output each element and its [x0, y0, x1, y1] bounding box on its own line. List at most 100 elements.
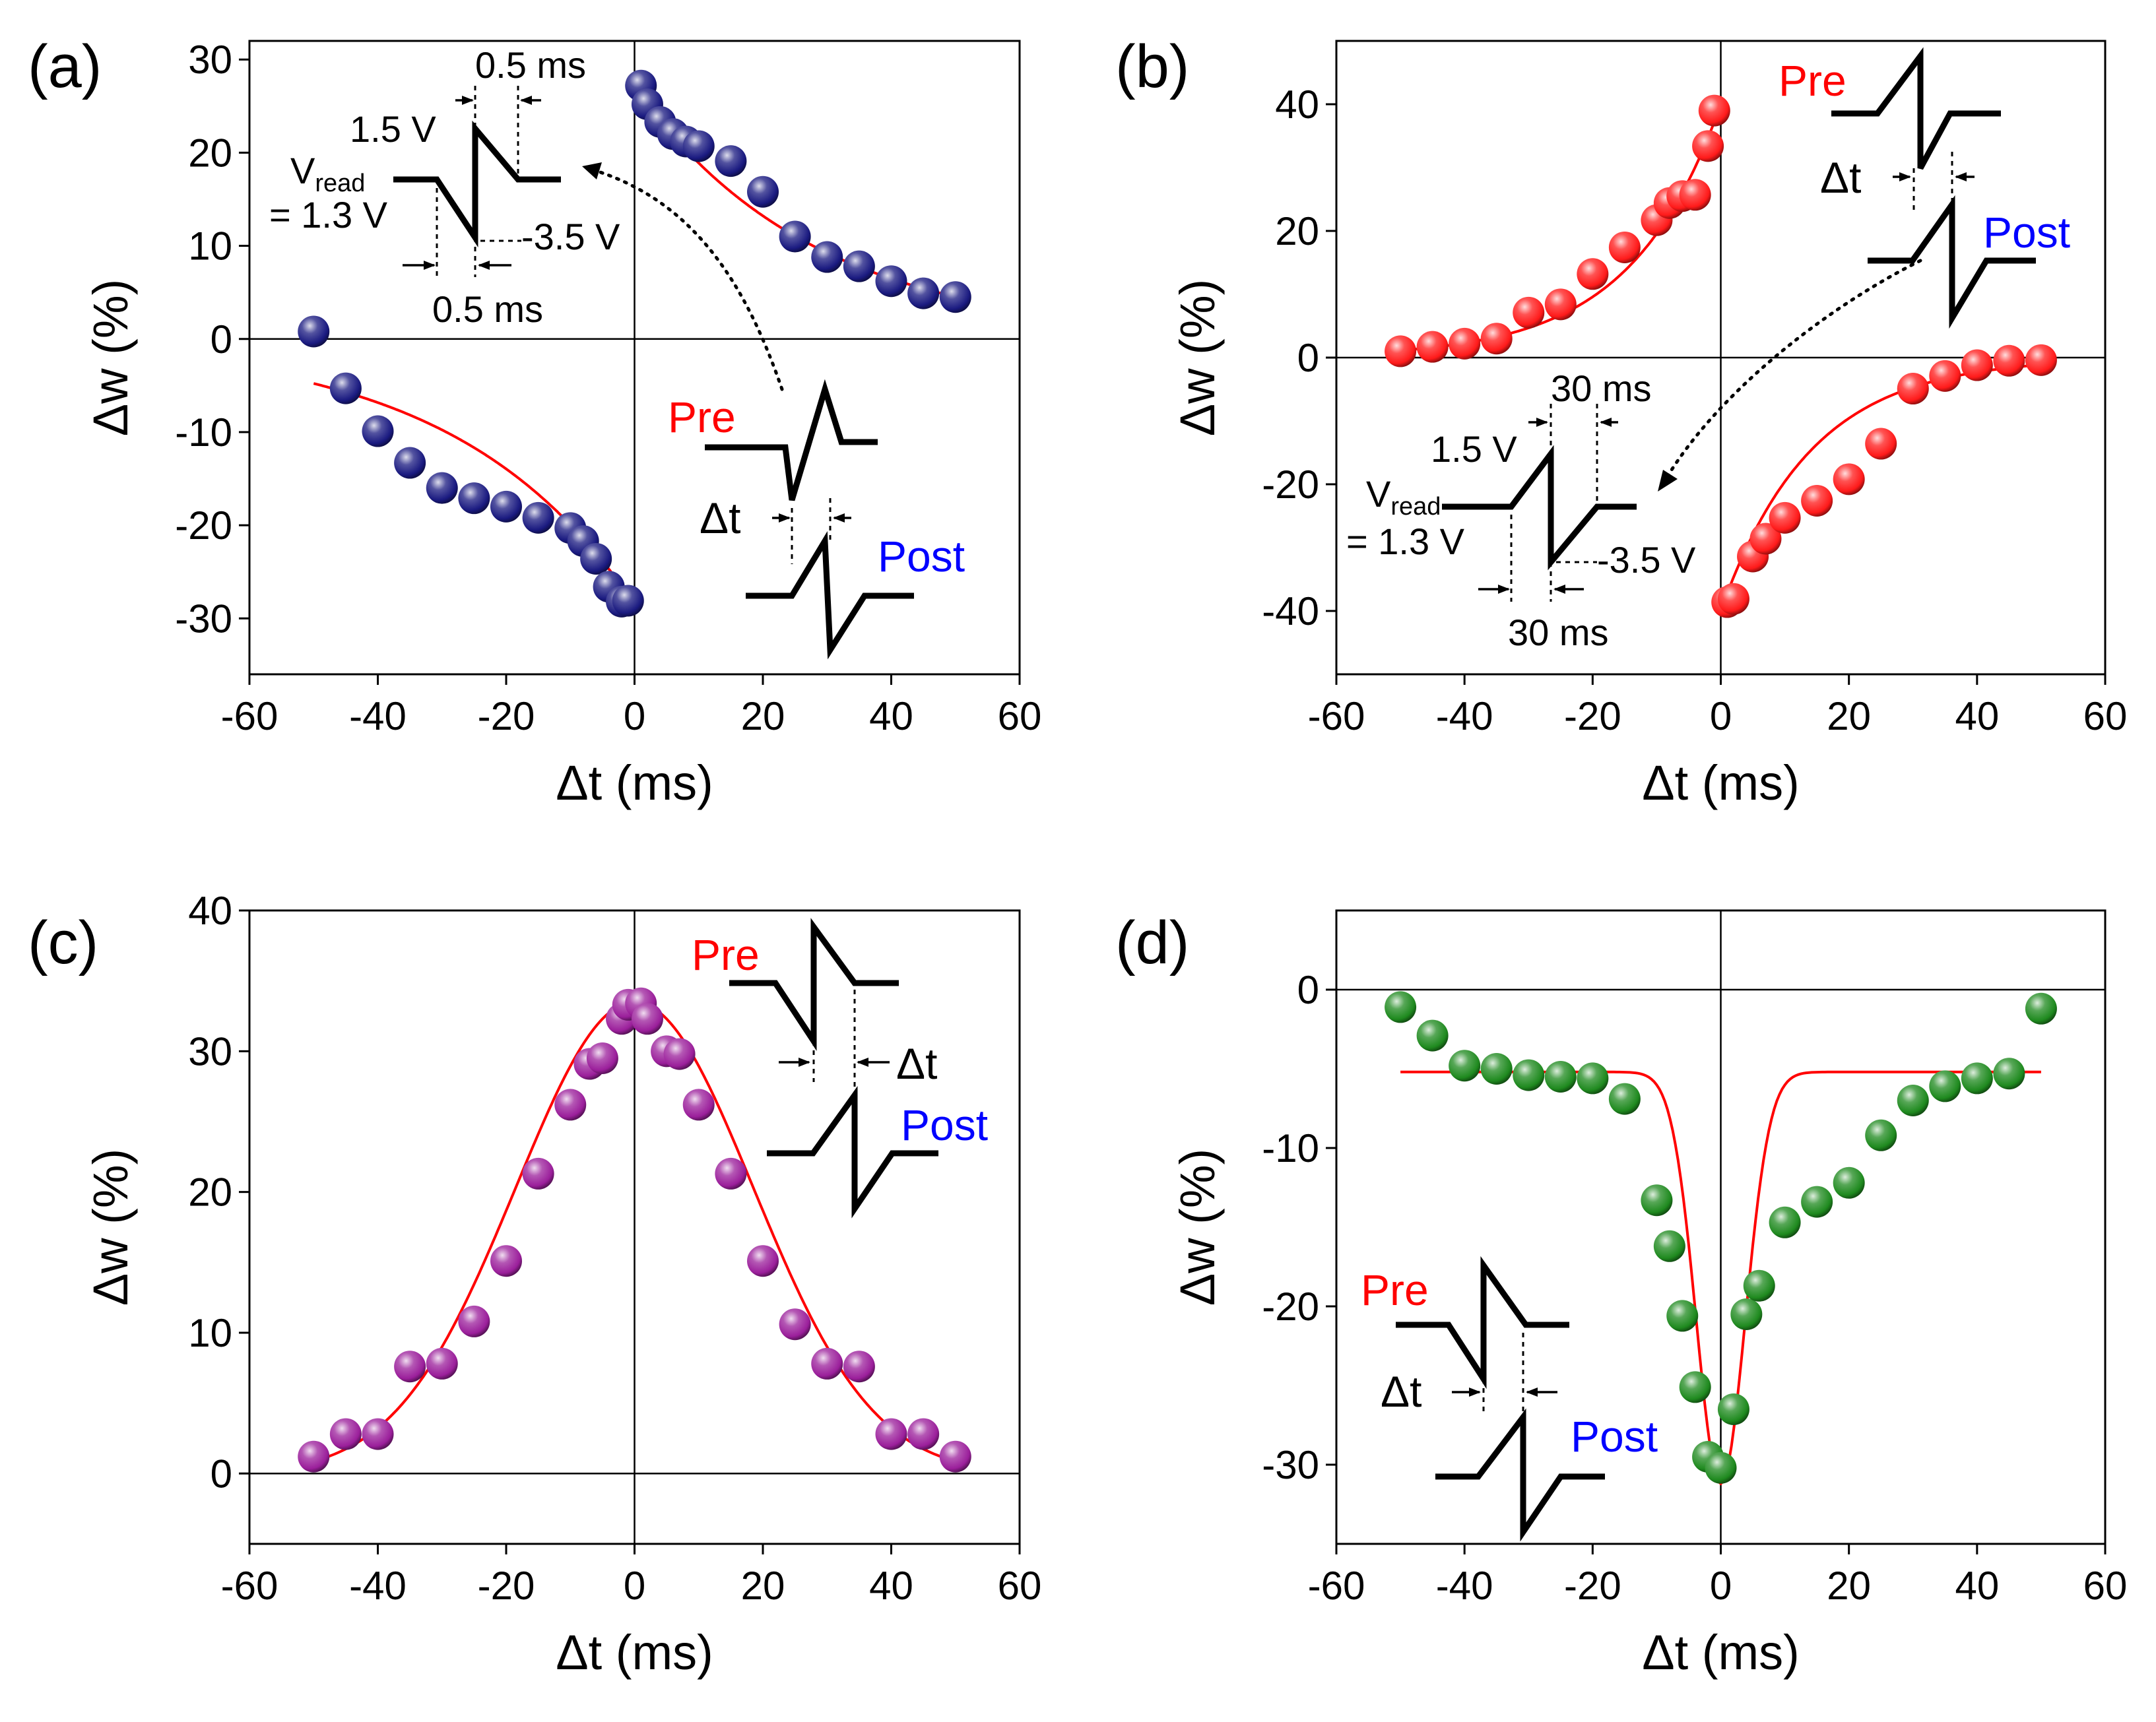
y-tick-label: 20	[188, 1170, 232, 1215]
post-label: Post	[1983, 208, 2070, 257]
x-tick-label: -60	[1308, 1564, 1365, 1608]
curved-dotted-arrow	[1664, 259, 1922, 480]
data-point	[586, 1042, 618, 1074]
arrowhead	[857, 1058, 868, 1067]
data-point	[329, 1418, 362, 1450]
data-point	[298, 315, 330, 348]
post-label: Post	[901, 1100, 988, 1149]
panel-d: (d) -60 -40 -20 0 20 40 60 -30 -20 -10 0 Δt (ms) Δw …	[1115, 909, 2127, 1680]
x-tick-label: -40	[349, 1564, 407, 1608]
y-tick-label: 0	[211, 317, 232, 362]
y-tick-label: 40	[1275, 82, 1319, 127]
data-point	[1513, 296, 1545, 329]
data-point	[1961, 349, 1993, 381]
data-point	[843, 250, 875, 282]
y-tick-label: -20	[1262, 462, 1319, 507]
data-point	[715, 1157, 747, 1190]
data-point	[779, 1308, 811, 1341]
y-tick-label: 0	[211, 1451, 232, 1496]
data-point	[1641, 1184, 1673, 1217]
arrowhead	[833, 513, 845, 523]
plot-area: -60 -40 -20 0 20 40 60 -30 -20 -10 0 10 20 30 Δt (ms) Δ…	[83, 38, 1041, 810]
arrowhead	[462, 96, 474, 105]
y-tick-label: 20	[188, 131, 232, 175]
spike-waveform	[393, 120, 561, 248]
post-label: Post	[1571, 1412, 1658, 1461]
x-tick-label: 0	[1710, 694, 1732, 738]
data-point	[1416, 331, 1449, 363]
y-tick-label: 10	[188, 224, 232, 269]
x-axis-label: Δt (ms)	[556, 755, 713, 810]
data-point	[1833, 1166, 1865, 1199]
x-tick-label: 60	[998, 694, 1042, 738]
data-point	[1449, 1050, 1481, 1082]
y-tick-label: 0	[1297, 336, 1319, 380]
data-point	[1929, 1070, 1961, 1102]
spike-waveform-annotation: 0.5 ms 1.5 V Vread = 1.3 V -3.5 V 0.5 ms	[269, 44, 784, 391]
arrowhead	[520, 96, 532, 105]
panel-label: (d)	[1115, 909, 1189, 976]
arrowhead	[779, 513, 791, 523]
y-axis-label: Δw (%)	[83, 279, 138, 437]
spike-waveform	[1442, 445, 1637, 571]
plot-area: -60 -40 -20 0 20 40 60 -30 -20 -10 0 Δt (ms) Δw (%)	[1170, 909, 2127, 1680]
panel-b: (b) -60 -40 -20 0 20 40 60 -40 -20 0 20 40 Δt (ms) Δw…	[1115, 33, 2127, 810]
y-tick-label: 30	[188, 1029, 232, 1073]
x-tick-label: -20	[478, 694, 535, 738]
data-point	[779, 220, 811, 253]
y-tick-label: -10	[1262, 1126, 1319, 1170]
data-point	[811, 241, 843, 273]
y-tick-label: 20	[1275, 209, 1319, 253]
data-point	[1608, 231, 1641, 263]
panel-label: (a)	[28, 33, 102, 100]
x-tick-label: 20	[1827, 1564, 1871, 1608]
data-point	[1608, 1083, 1641, 1115]
arrowhead	[799, 1058, 810, 1067]
pre-label: Pre	[1779, 56, 1846, 105]
data-point	[1480, 1053, 1513, 1085]
data-point	[522, 1157, 554, 1190]
data-point	[1679, 179, 1711, 211]
arrowhead	[1658, 470, 1678, 492]
pre-waveform	[1831, 47, 2001, 170]
pulse-width-top: 0.5 ms	[475, 44, 586, 86]
x-tick-label: 60	[998, 1564, 1042, 1608]
x-axis-label: Δt (ms)	[1642, 1625, 1799, 1680]
panel-label: (b)	[1115, 33, 1189, 100]
arrowhead	[1526, 1387, 1538, 1397]
data-point	[939, 1440, 971, 1473]
panel-a: (a) -60 -40 -20 0 20 40 60 -30 -20 -10 0 10 20 30 Δt (…	[28, 33, 1041, 810]
v-read-symbol: V	[1366, 473, 1391, 515]
y-tick-label: -40	[1262, 589, 1319, 633]
data-point	[1769, 1206, 1801, 1238]
data-point	[1769, 501, 1801, 534]
data-point	[490, 1245, 522, 1277]
y-tick-label: -20	[175, 503, 232, 548]
data-point	[747, 1245, 779, 1277]
x-tick-label: -20	[1564, 694, 1621, 738]
data-point	[1865, 428, 1897, 460]
data-point	[875, 265, 907, 298]
data-point	[1653, 1230, 1685, 1262]
data-point	[1833, 463, 1865, 495]
data-point	[612, 585, 644, 617]
v-read-label: Vread	[1366, 473, 1441, 521]
y-axis-label: Δw (%)	[1170, 1149, 1225, 1306]
y-tick-label: 0	[1297, 968, 1319, 1012]
arrowhead	[1536, 418, 1548, 427]
data-point	[1897, 373, 1929, 405]
pulse-width-bottom: 30 ms	[1508, 612, 1609, 653]
data-point	[1993, 1058, 2025, 1090]
data-point	[1743, 1269, 1775, 1302]
arrowhead	[582, 162, 602, 179]
data-point	[1993, 344, 2025, 377]
post-label: Post	[878, 532, 965, 581]
x-tick-label: 0	[624, 694, 645, 738]
panel-label: (c)	[28, 909, 98, 976]
plot-area: -60 -40 -20 0 20 40 60 -40 -20 0 20 40 Δt (ms) Δw (%)	[1170, 40, 2127, 810]
v-read-label: Vread	[290, 150, 365, 197]
post-waveform	[1868, 195, 2036, 329]
arrowhead	[1899, 172, 1911, 181]
arrowhead	[1469, 1387, 1481, 1397]
data-point	[458, 1305, 490, 1337]
